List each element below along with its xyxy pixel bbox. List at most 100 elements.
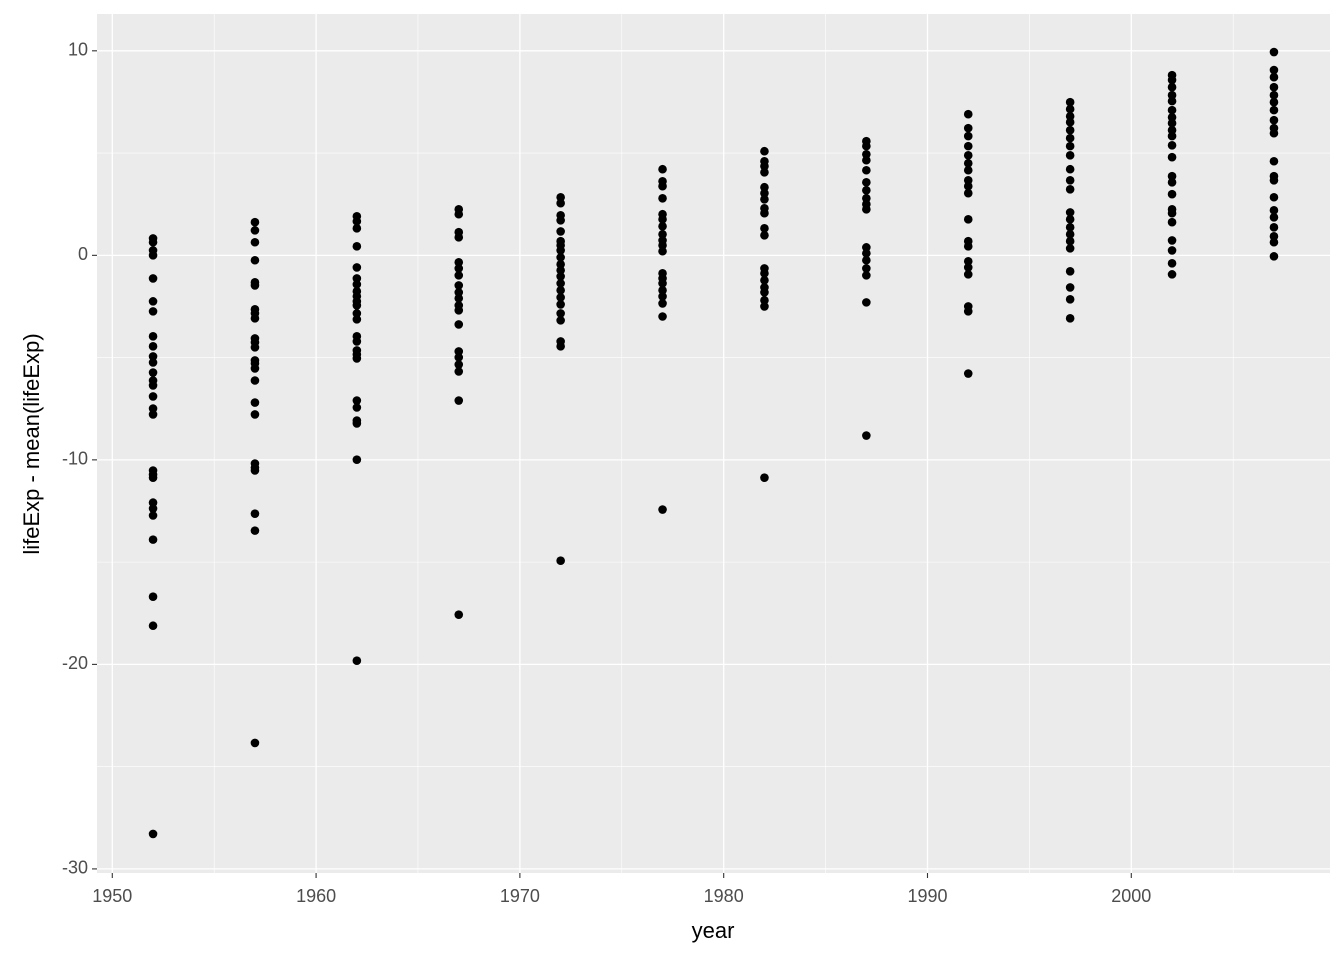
data-point bbox=[148, 404, 158, 413]
data-point bbox=[352, 217, 362, 226]
data-point bbox=[1167, 171, 1177, 181]
data-point bbox=[148, 511, 158, 520]
data-point bbox=[1167, 178, 1177, 187]
data-point bbox=[1065, 104, 1075, 114]
data-point bbox=[352, 280, 362, 289]
data-point bbox=[1065, 125, 1075, 135]
data-point bbox=[148, 381, 158, 390]
data-point bbox=[1167, 131, 1177, 141]
data-point bbox=[1065, 215, 1075, 224]
data-point bbox=[862, 271, 871, 280]
data-point bbox=[454, 293, 464, 303]
y-tick-label: 10 bbox=[68, 40, 88, 60]
plot-panel bbox=[97, 14, 1330, 873]
data-point bbox=[1269, 212, 1279, 222]
data-point bbox=[556, 342, 565, 351]
data-point bbox=[1065, 236, 1075, 246]
data-point bbox=[1167, 125, 1177, 135]
data-point bbox=[352, 224, 362, 233]
data-point bbox=[963, 188, 973, 198]
data-point bbox=[658, 181, 667, 191]
data-point bbox=[658, 241, 667, 250]
x-tick-label: 1960 bbox=[296, 886, 336, 906]
data-point bbox=[148, 352, 158, 361]
data-point bbox=[963, 165, 973, 175]
data-point bbox=[1269, 223, 1279, 232]
data-point bbox=[1269, 206, 1279, 215]
data-point bbox=[1065, 295, 1075, 304]
data-point bbox=[556, 216, 565, 225]
data-point bbox=[148, 342, 158, 351]
data-point bbox=[454, 233, 464, 242]
data-point bbox=[250, 281, 260, 290]
data-point bbox=[1167, 259, 1177, 268]
data-point bbox=[1167, 246, 1177, 255]
data-point bbox=[1269, 65, 1279, 75]
data-point bbox=[963, 159, 973, 168]
data-point bbox=[760, 230, 769, 240]
data-point bbox=[454, 347, 464, 356]
x-axis-title: year bbox=[692, 918, 735, 943]
data-point bbox=[1269, 156, 1279, 166]
data-point bbox=[658, 246, 667, 256]
data-point bbox=[1269, 105, 1279, 115]
data-point bbox=[1065, 97, 1075, 107]
y-axis-title: lifeExp - mean(lifeExp) bbox=[19, 333, 44, 554]
data-point bbox=[148, 535, 158, 544]
x-tick-label: 1950 bbox=[92, 886, 132, 906]
data-point bbox=[658, 215, 667, 224]
data-point bbox=[760, 146, 769, 156]
data-point bbox=[250, 466, 260, 475]
data-point bbox=[760, 296, 769, 305]
data-point bbox=[556, 556, 565, 565]
data-point bbox=[1167, 217, 1177, 227]
data-point bbox=[352, 419, 362, 428]
data-point bbox=[250, 217, 260, 227]
y-tick-label: 0 bbox=[78, 244, 88, 264]
data-point bbox=[658, 229, 667, 239]
data-point bbox=[454, 264, 464, 273]
data-point bbox=[1065, 223, 1075, 232]
data-point bbox=[1167, 208, 1177, 218]
data-point bbox=[1269, 90, 1279, 100]
data-point bbox=[148, 498, 158, 507]
data-point bbox=[963, 307, 973, 316]
data-point bbox=[1269, 237, 1279, 247]
data-point bbox=[1269, 82, 1279, 92]
data-point bbox=[352, 455, 362, 464]
data-point bbox=[760, 161, 769, 171]
data-point bbox=[352, 656, 362, 666]
data-point bbox=[760, 269, 769, 278]
data-point bbox=[556, 260, 565, 269]
data-point bbox=[250, 343, 260, 352]
data-point bbox=[963, 270, 973, 279]
data-point bbox=[963, 151, 973, 160]
data-point bbox=[454, 360, 464, 369]
data-point bbox=[556, 227, 565, 236]
data-point bbox=[454, 281, 464, 290]
data-point bbox=[250, 237, 260, 247]
x-tick-label: 1980 bbox=[704, 886, 744, 906]
data-point bbox=[1269, 175, 1279, 185]
data-point bbox=[1065, 141, 1075, 151]
data-point bbox=[352, 242, 362, 251]
data-point bbox=[963, 256, 973, 266]
data-point bbox=[250, 255, 260, 265]
data-point bbox=[760, 473, 769, 482]
data-point bbox=[963, 242, 973, 251]
data-point bbox=[454, 288, 464, 297]
data-point bbox=[352, 337, 362, 346]
data-point bbox=[862, 243, 871, 252]
data-point bbox=[760, 302, 769, 311]
data-point bbox=[454, 257, 464, 267]
data-point bbox=[556, 272, 565, 281]
data-point bbox=[556, 300, 565, 309]
data-point bbox=[148, 392, 158, 401]
data-point bbox=[454, 367, 464, 376]
y-tick-label: -10 bbox=[62, 449, 88, 469]
data-point bbox=[963, 131, 973, 141]
data-point bbox=[352, 403, 362, 412]
data-point bbox=[760, 168, 769, 177]
data-point bbox=[556, 198, 565, 208]
